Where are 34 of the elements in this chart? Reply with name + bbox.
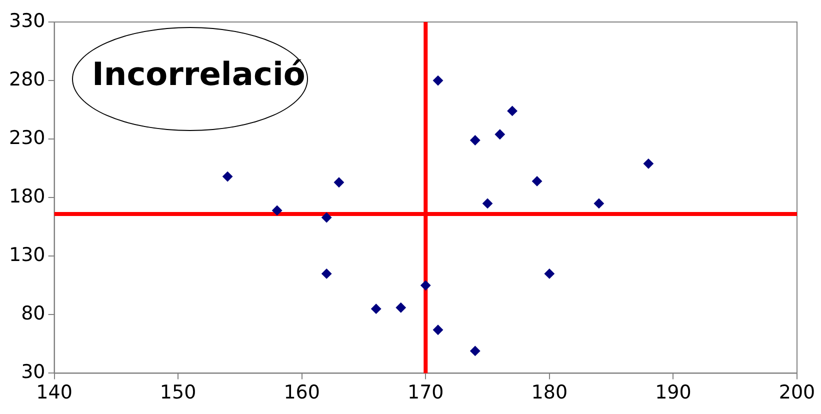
x-tick-label: 150 bbox=[160, 382, 196, 404]
point bbox=[494, 129, 505, 140]
y-tick-label: 280 bbox=[9, 68, 46, 90]
y-tick-label: 180 bbox=[9, 186, 46, 208]
point bbox=[532, 176, 542, 186]
point bbox=[272, 205, 282, 216]
y-tick-label: 130 bbox=[9, 244, 46, 266]
point bbox=[322, 212, 332, 222]
point bbox=[433, 324, 444, 335]
point bbox=[482, 198, 493, 208]
point bbox=[322, 268, 332, 279]
point bbox=[222, 172, 233, 182]
point bbox=[420, 280, 431, 290]
point bbox=[371, 304, 382, 314]
point bbox=[643, 158, 654, 169]
y-tick-label: 80 bbox=[21, 302, 46, 325]
x-tick-label: 160 bbox=[284, 382, 320, 404]
point bbox=[594, 198, 604, 208]
y-tick-label: 30 bbox=[21, 361, 46, 384]
point bbox=[470, 135, 480, 146]
point bbox=[470, 346, 480, 356]
y-tick-label: 230 bbox=[9, 127, 46, 150]
point bbox=[544, 268, 554, 279]
annotation: Incorrelació bbox=[92, 55, 306, 93]
x-tick-label: 180 bbox=[531, 382, 568, 404]
y-tick-label: 330 bbox=[9, 10, 46, 32]
point bbox=[334, 177, 344, 188]
x-tick-label: 140 bbox=[36, 382, 72, 404]
point bbox=[433, 76, 444, 86]
x-tick-label: 170 bbox=[408, 382, 444, 404]
x-tick-label: 200 bbox=[778, 382, 816, 404]
point bbox=[507, 106, 518, 116]
point bbox=[396, 302, 406, 313]
x-tick-label: 190 bbox=[655, 382, 692, 404]
